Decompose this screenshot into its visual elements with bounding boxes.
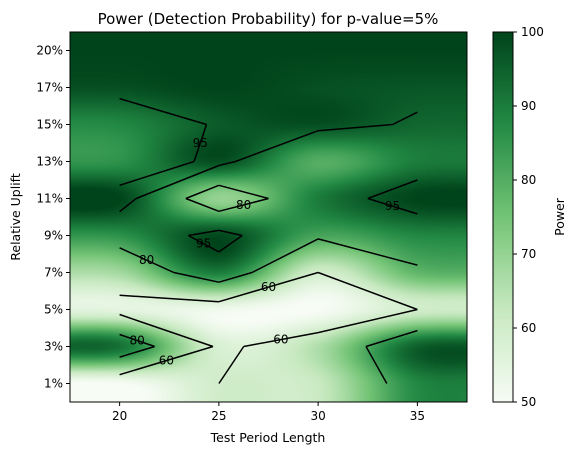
contour-line-60 — [119, 271, 418, 384]
x-tick-label: 20 — [112, 409, 127, 423]
colorbar-tick-label: 60 — [521, 321, 536, 335]
contour-label-80: 80 — [129, 334, 144, 348]
plot-frame — [69, 31, 468, 403]
y-tick-label: 1% — [44, 377, 63, 391]
colorbar-tick-label: 80 — [521, 173, 536, 187]
contour-label-60: 60 — [261, 280, 276, 294]
colorbar — [493, 32, 513, 402]
x-tick-label: 35 — [410, 409, 425, 423]
y-tick-label: 17% — [36, 81, 63, 95]
x-axis-label: Test Period Length — [210, 430, 326, 445]
contour-label-60: 60 — [273, 333, 288, 347]
colorbar-frame — [492, 31, 514, 403]
contour-label-95: 95 — [385, 199, 400, 213]
y-tick-label: 9% — [44, 229, 63, 243]
colorbar-tick-label: 50 — [521, 395, 536, 409]
y-tick-label: 3% — [44, 340, 63, 354]
x-tick-label: 25 — [211, 409, 226, 423]
y-tick-label: 7% — [44, 266, 63, 280]
colorbar-tick-label: 90 — [521, 99, 536, 113]
contour-label-80: 80 — [236, 198, 251, 212]
y-tick-label: 5% — [44, 303, 63, 317]
colorbar-label: Power — [552, 197, 567, 236]
y-axis-label: Relative Uplift — [8, 173, 23, 261]
contour-label-95: 95 — [193, 136, 208, 150]
contour-line-95 — [119, 97, 418, 253]
colorbar-tick-label: 70 — [521, 247, 536, 261]
y-tick-label: 13% — [36, 155, 63, 169]
contour-label-80: 80 — [139, 253, 154, 267]
contour-line-80 — [119, 184, 418, 384]
contour-label-60: 60 — [159, 354, 174, 368]
chart-title: Power (Detection Probability) for p-valu… — [98, 10, 439, 28]
x-tick-label: 30 — [310, 409, 325, 423]
y-tick-label: 15% — [36, 118, 63, 132]
contour-label-95: 95 — [196, 237, 211, 251]
colorbar-tick-label: 100 — [521, 25, 544, 39]
y-tick-label: 11% — [36, 192, 63, 206]
y-tick-label: 20% — [36, 44, 63, 58]
